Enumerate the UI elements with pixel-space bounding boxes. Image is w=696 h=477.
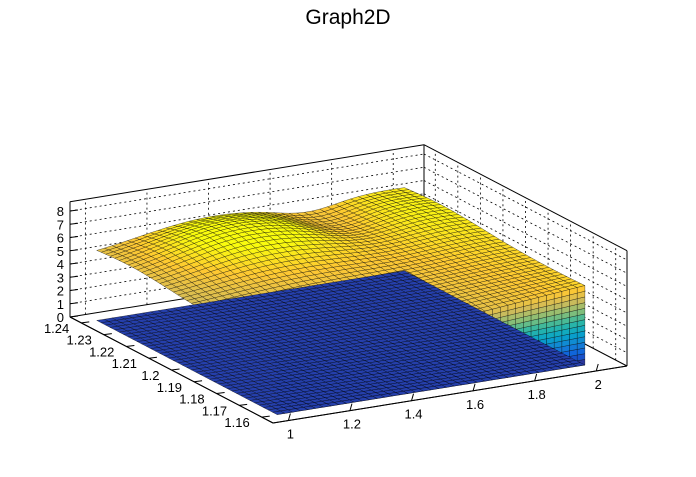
y-tick-mark	[171, 368, 180, 371]
y-tick-mark	[239, 403, 248, 406]
z-tick-label: 7	[57, 217, 64, 232]
y-tick-label: 1.17	[202, 403, 227, 418]
surface-mesh	[96, 187, 586, 415]
grid-line-side	[423, 180, 628, 287]
y-tick-mark	[216, 392, 225, 395]
y-tick-label: 1.19	[157, 380, 182, 395]
z-tick-mark	[69, 302, 79, 305]
y-tick-mark	[193, 380, 203, 383]
z-tick-mark	[69, 262, 79, 265]
top-back-edge	[69, 144, 425, 203]
z-tick-label: 0	[57, 310, 64, 325]
z-tick-mark	[69, 209, 79, 212]
z-tick-mark	[69, 275, 79, 278]
y-tick-mark	[126, 344, 135, 347]
y-tick-label: 1.22	[89, 344, 114, 359]
z-tick-label: 3	[57, 270, 64, 285]
z-tick-mark	[69, 289, 79, 291]
grid-line-side	[423, 246, 628, 354]
y-tick-mark	[81, 321, 90, 324]
x-tick-label: 1.8	[528, 387, 546, 402]
x-tick-label: 1.4	[404, 407, 422, 422]
x-tick-mark	[534, 373, 538, 382]
z-tick-mark	[69, 236, 79, 238]
chart-title: Graph2D	[305, 6, 390, 29]
z-tick-mark	[69, 315, 79, 318]
x-tick-mark	[411, 393, 415, 401]
x-tick-mark	[287, 413, 291, 421]
y-tick-label: 1.2	[141, 368, 159, 383]
x-tick-label: 2	[595, 377, 602, 392]
y-tick-label: 1.18	[179, 392, 204, 407]
y-tick-mark	[103, 333, 112, 336]
grid-line-side	[423, 166, 628, 274]
grid-line-side	[423, 219, 628, 327]
x-tick-mark	[595, 363, 599, 372]
y-tick-label: 1.21	[112, 356, 137, 371]
z-tick-label: 6	[57, 231, 64, 246]
grid-line-side	[423, 206, 628, 314]
x-tick-mark	[349, 403, 353, 411]
y-tick-mark	[148, 356, 158, 359]
z-tick-label: 5	[57, 244, 64, 259]
z-tick-mark	[69, 249, 79, 252]
z-tick-mark	[69, 222, 79, 225]
z-tick-label: 1	[57, 297, 64, 312]
x-tick-label: 1	[287, 427, 294, 442]
z-tick-label: 8	[57, 204, 64, 219]
z-tick-label: 4	[57, 257, 64, 272]
x-tick-label: 1.2	[343, 417, 361, 432]
y-tick-label: 1.16	[224, 415, 249, 430]
x-tick-label: 1.6	[466, 397, 484, 412]
z-tick-label: 2	[57, 284, 64, 299]
y-tick-label: 1.23	[67, 333, 92, 348]
y-tick-mark	[261, 415, 270, 418]
x-tick-mark	[472, 383, 476, 391]
